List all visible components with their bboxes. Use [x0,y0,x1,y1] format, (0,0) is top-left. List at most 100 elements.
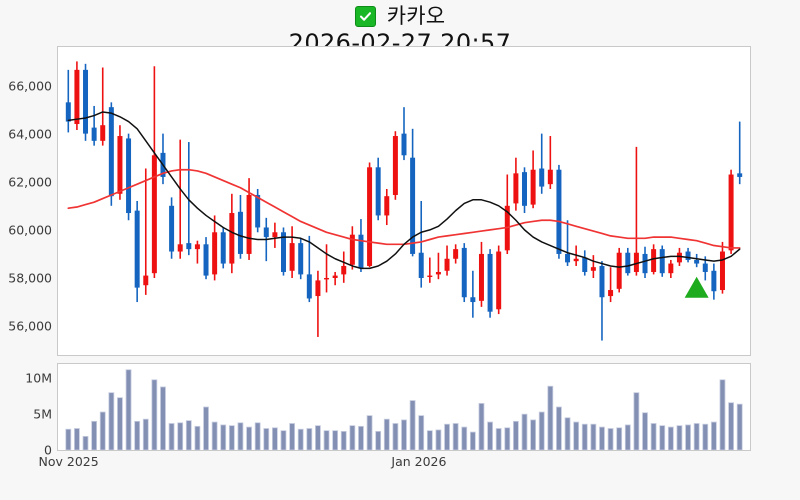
price-y-tick: 62,000 [8,174,52,190]
candlestick [229,193,235,274]
volume-bar [254,422,261,450]
x-axis-tick: Nov 2025 [38,454,99,469]
price-chart-panel[interactable] [57,46,751,356]
volume-bar [160,386,166,450]
volume-y-tick: 10M [25,370,52,386]
candlestick [289,226,295,278]
candlestick [341,251,347,283]
volume-bar [185,420,192,450]
volume-bar [624,424,631,450]
candlestick [134,201,140,303]
volume-bar [409,400,416,450]
candlestick [108,102,114,206]
candlestick [324,244,330,293]
candlestick [272,222,278,248]
candlestick [375,157,381,221]
volume-bar [134,420,141,450]
volume-bar [91,420,98,450]
volume-bar [607,428,614,450]
volume-bar [650,423,657,450]
candlestick [513,157,519,211]
volume-bar [573,421,580,450]
volume-bar [383,418,390,450]
candlestick [203,237,209,280]
candlestick [91,105,97,146]
volume-y-tick: 5M [33,406,52,422]
green-check-icon[interactable] [354,5,376,27]
price-y-tick: 60,000 [8,222,52,238]
x-axis-tick: Jan 2026 [391,454,447,469]
volume-bar [710,421,717,450]
candlestick [177,139,183,259]
candlestick [556,164,562,259]
candlestick [478,241,484,307]
volume-bar [538,411,545,450]
volume-bar [667,426,674,450]
volume-bar [280,430,287,450]
candlestick [306,235,312,303]
candlestick [470,270,476,318]
candlestick [496,245,502,315]
volume-bar [297,428,304,450]
price-y-tick: 58,000 [8,270,52,286]
volume-bar [728,402,734,450]
candlestick [453,244,459,264]
candlestick [384,188,390,226]
candlestick [160,133,166,185]
volume-bar [547,385,554,450]
candlestick [83,63,89,141]
volume-bar [469,431,476,450]
volume-bar [530,419,537,450]
candlestick [590,255,596,278]
volume-bar [659,425,666,450]
volume-bar [444,423,450,450]
volume-chart-panel[interactable] [57,363,751,451]
volume-bar [435,429,442,450]
volume-bar [702,423,709,450]
buy-marker-icon [684,276,709,298]
candlestick [401,107,407,161]
candlestick [547,136,553,189]
volume-y-tick: 0 [44,442,52,458]
volume-bar [125,369,132,450]
volume-bar [177,422,184,450]
candlestick [487,249,493,318]
volume-bar [237,422,244,450]
volume-bar [375,430,382,450]
volume-bar [478,403,485,450]
volume-bar [289,423,296,450]
volume-bar [616,427,623,450]
candlestick [151,66,157,278]
candlestick [616,247,622,293]
volume-bar [349,425,356,450]
volume-bar [263,428,270,450]
candlestick [246,178,252,260]
candlestick [435,252,441,280]
volume-bar [246,426,252,450]
volume-bar [220,424,227,450]
volume-bar [504,427,511,450]
volume-bar [693,423,700,450]
candlestick [668,259,674,278]
candlestick [599,261,605,341]
title-row: 카카오 [354,2,446,30]
candlestick [461,243,467,303]
volume-chart-canvas [65,369,743,450]
volume-bar [590,423,597,450]
candlestick [281,227,286,276]
candlestick [427,257,433,283]
candlestick [220,227,226,269]
volume-bar [736,403,743,450]
volume-bar [117,397,123,450]
volume-bar [392,423,399,450]
volume-bar [332,430,339,450]
volume-bar [642,412,648,450]
candlestick [719,241,725,294]
volume-bar [108,392,115,450]
volume-bar [461,426,468,450]
candlestick [143,168,149,295]
candlestick [737,121,743,185]
volume-bar [426,430,433,450]
candlestick [444,245,450,276]
volume-bar [495,428,502,450]
